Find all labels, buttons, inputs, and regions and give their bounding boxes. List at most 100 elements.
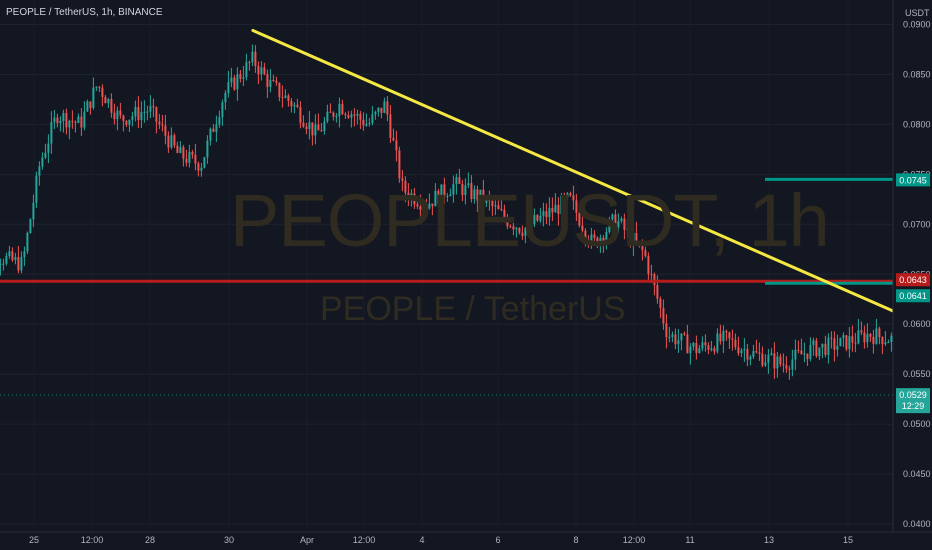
- candle-body: [683, 333, 686, 335]
- candle-body: [0, 263, 2, 265]
- x-tick-label: 8: [573, 535, 578, 545]
- candle-body: [545, 211, 548, 218]
- candle-body: [818, 347, 821, 357]
- candle-body: [314, 124, 317, 136]
- candle-body: [416, 204, 419, 207]
- candle-body: [698, 348, 701, 353]
- candle-body: [770, 353, 773, 355]
- candle-body: [449, 194, 452, 197]
- candle-body: [596, 237, 599, 246]
- y-tick-label: 0.0600: [903, 319, 931, 329]
- candle-body: [383, 101, 386, 113]
- candle-body: [293, 104, 296, 107]
- candle-body: [875, 328, 878, 344]
- candle-body: [752, 351, 755, 357]
- candle-body: [527, 220, 530, 228]
- candle-body: [881, 337, 884, 345]
- candle-body: [332, 112, 335, 117]
- candle-body: [608, 219, 611, 233]
- candle-body: [227, 82, 230, 93]
- candle-body: [659, 298, 662, 309]
- candle-body: [578, 212, 581, 226]
- candle-body: [863, 332, 866, 343]
- candle-body: [260, 67, 263, 75]
- candle-body: [611, 214, 614, 220]
- candle-body: [467, 183, 470, 186]
- candle-body: [848, 336, 851, 350]
- candle-body: [362, 119, 365, 126]
- candle-body: [233, 77, 236, 90]
- candle-body: [725, 331, 728, 333]
- candle-body: [32, 202, 35, 220]
- candle-body: [308, 122, 311, 129]
- candle-body: [188, 151, 191, 163]
- candle-body: [146, 111, 149, 113]
- candle-body: [791, 359, 794, 370]
- candle-body: [368, 122, 371, 124]
- candle-body: [326, 111, 329, 122]
- candle-body: [695, 343, 698, 353]
- candle-body: [692, 343, 695, 347]
- candle-body: [131, 116, 134, 120]
- candle-body: [452, 183, 455, 195]
- candle-body: [320, 130, 323, 132]
- candle-body: [485, 197, 488, 203]
- candle-body: [392, 137, 395, 141]
- candle-body: [356, 113, 359, 116]
- candle-body: [710, 348, 713, 350]
- candle-body: [191, 151, 194, 155]
- candle-body: [458, 177, 461, 184]
- candle-body: [248, 62, 251, 64]
- candle-body: [674, 334, 677, 345]
- candle-body: [353, 114, 356, 116]
- candle-body: [473, 189, 476, 199]
- candle-body: [443, 184, 446, 197]
- candle-body: [605, 232, 608, 242]
- candle-body: [17, 257, 20, 271]
- candle-body: [323, 121, 326, 132]
- candle-body: [530, 220, 533, 225]
- candle-body: [767, 354, 770, 363]
- candle-body: [245, 62, 248, 78]
- candle-body: [215, 124, 218, 132]
- candle-body: [434, 190, 437, 207]
- candle-body: [551, 207, 554, 213]
- candle-body: [113, 112, 116, 120]
- x-tick-label: Apr: [300, 535, 314, 545]
- candle-body: [242, 77, 245, 79]
- candle-body: [428, 203, 431, 209]
- candle-body: [284, 95, 287, 98]
- candle-body: [758, 352, 761, 354]
- candle-body: [134, 106, 137, 117]
- candle-body: [701, 342, 704, 349]
- candle-body: [629, 228, 632, 245]
- candle-body: [44, 152, 47, 158]
- x-tick-label: 4: [419, 535, 424, 545]
- candle-body: [77, 116, 80, 123]
- x-tick-label: 15: [843, 535, 853, 545]
- candle-body: [740, 350, 743, 354]
- candle-body: [287, 95, 290, 101]
- candle-body: [350, 114, 353, 118]
- candle-body: [14, 257, 17, 261]
- current-price-label: 0.0529: [899, 390, 927, 400]
- candle-body: [785, 365, 788, 369]
- candle-body: [404, 180, 407, 193]
- candle-body: [269, 80, 272, 87]
- candle-body: [179, 147, 182, 153]
- candle-body: [386, 101, 389, 115]
- x-tick-label: 12:00: [81, 535, 104, 545]
- candle-body: [239, 74, 242, 79]
- candle-body: [209, 128, 212, 141]
- candle-body: [53, 117, 56, 123]
- candle-body: [86, 101, 89, 112]
- candle-body: [194, 154, 197, 164]
- candle-body: [89, 101, 92, 109]
- candle-body: [779, 356, 782, 365]
- candle-body: [620, 218, 623, 222]
- x-tick-label: 13: [764, 535, 774, 545]
- candle-body: [575, 200, 578, 213]
- candle-body: [125, 120, 128, 125]
- candle-body: [413, 193, 416, 205]
